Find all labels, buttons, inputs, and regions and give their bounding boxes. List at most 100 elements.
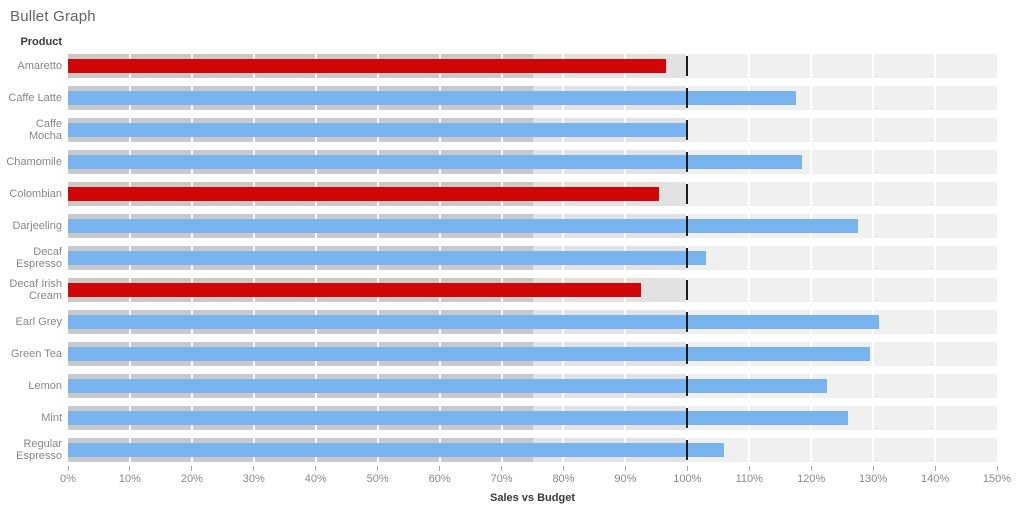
band-segment-high <box>687 118 997 142</box>
row-label-mint[interactable]: Mint <box>0 402 62 434</box>
row-label-regular-espresso[interactable]: Regular Espresso <box>0 434 62 466</box>
value-bar-caffe-latte[interactable] <box>68 91 796 105</box>
band-segment-high <box>687 246 997 270</box>
bullet-row-darjeeling <box>68 210 997 242</box>
axis-tick-mark <box>810 466 812 471</box>
row-labels: Amaretto Caffe Latte Caffe Mocha Chamomile C… <box>0 50 62 466</box>
row-label-chamomile[interactable]: Chamomile <box>0 146 62 178</box>
gridline <box>810 182 813 206</box>
axis-tick-mark <box>624 466 626 471</box>
axis-tick-label: 70% <box>490 473 513 485</box>
row-label-text: Regular Espresso <box>16 438 62 462</box>
axis-tick-label: 50% <box>366 473 389 485</box>
row-label-text: Amaretto <box>17 60 62 72</box>
band <box>68 374 997 398</box>
axis-tick-mark <box>686 466 688 471</box>
value-bar-lemon[interactable] <box>68 379 827 393</box>
band <box>68 150 997 174</box>
gridline <box>748 54 751 78</box>
reference-line <box>686 56 689 76</box>
axis-tick-mark <box>748 466 750 471</box>
row-label-green-tea[interactable]: Green Tea <box>0 338 62 370</box>
row-label-text: Decaf Irish Cream <box>9 278 62 302</box>
gridline <box>934 406 937 430</box>
axis-tick-mark <box>253 466 255 471</box>
row-label-text: Caffe Mocha <box>28 118 62 142</box>
reference-line <box>686 152 689 172</box>
value-bar-earl-grey[interactable] <box>68 315 880 329</box>
gridline <box>934 150 937 174</box>
gridline <box>872 278 875 302</box>
gridline <box>810 278 813 302</box>
axis-tick-mark <box>562 466 564 471</box>
axis-tick-label: 110% <box>735 473 763 485</box>
row-label-text: Darjeeling <box>12 220 62 232</box>
gridline <box>810 54 813 78</box>
gridline <box>934 118 937 142</box>
row-label-text: Mint <box>41 412 62 424</box>
reference-line <box>686 88 689 108</box>
row-label-text: Caffe Latte <box>8 92 62 104</box>
gridline <box>934 214 937 238</box>
gridline <box>934 438 937 462</box>
row-label-caffe-latte[interactable]: Caffe Latte <box>0 82 62 114</box>
row-label-colombian[interactable]: Colombian <box>0 178 62 210</box>
value-bar-green-tea[interactable] <box>68 347 871 361</box>
axis-tick-label: 60% <box>428 473 451 485</box>
row-label-text: Green Tea <box>10 348 62 360</box>
reference-line <box>686 408 689 428</box>
gridline <box>872 182 875 206</box>
band <box>68 310 997 334</box>
band <box>68 278 997 302</box>
gridline <box>934 54 937 78</box>
gridline <box>810 438 813 462</box>
reference-line <box>686 440 689 460</box>
bullet-row-decaf-irish-cream <box>68 274 997 306</box>
gridline <box>748 438 751 462</box>
row-label-caffe-mocha[interactable]: Caffe Mocha <box>0 114 62 146</box>
axis-tick-mark <box>377 466 379 471</box>
gridline <box>872 342 875 366</box>
axis-tick-label: 20% <box>180 473 203 485</box>
row-label-earl-grey[interactable]: Earl Grey <box>0 306 62 338</box>
value-bar-amaretto[interactable] <box>68 59 666 73</box>
x-axis: 0% 10% 20% 30% 40% 50% 60% 70% 80% 90% 100% 110% 120… <box>60 466 1011 494</box>
row-label-text: Chamomile <box>6 156 62 168</box>
gridline <box>934 86 937 110</box>
gridline <box>872 54 875 78</box>
band <box>68 118 997 142</box>
gridline <box>872 406 875 430</box>
bullet-row-chamomile <box>68 146 997 178</box>
value-bar-darjeeling[interactable] <box>68 219 858 233</box>
band <box>68 86 997 110</box>
gridline <box>810 246 813 270</box>
bullet-row-caffe-mocha <box>68 114 997 146</box>
gridline <box>934 246 937 270</box>
value-bar-regular-espresso[interactable] <box>68 443 725 457</box>
band <box>68 406 997 430</box>
value-bar-mint[interactable] <box>68 411 849 425</box>
row-label-lemon[interactable]: Lemon <box>0 370 62 402</box>
row-label-darjeeling[interactable]: Darjeeling <box>0 210 62 242</box>
bullet-row-decaf-espresso <box>68 242 997 274</box>
gridline <box>810 118 813 142</box>
band <box>68 54 997 78</box>
band-segment-high <box>687 54 997 78</box>
gridline <box>748 118 751 142</box>
band <box>68 342 997 366</box>
row-label-decaf-espresso[interactable]: Decaf Espresso <box>0 242 62 274</box>
gridline <box>934 278 937 302</box>
row-label-amaretto[interactable]: Amaretto <box>0 50 62 82</box>
value-bar-decaf-irish-cream[interactable] <box>68 283 641 297</box>
axis-tick-mark <box>996 466 998 471</box>
value-bar-colombian[interactable] <box>68 187 660 201</box>
gridline <box>872 374 875 398</box>
value-bar-chamomile[interactable] <box>68 155 802 169</box>
row-label-text: Decaf Espresso <box>16 246 62 270</box>
value-bar-decaf-espresso[interactable] <box>68 251 706 265</box>
axis-tick-mark <box>191 466 193 471</box>
axis-tick-label: 140% <box>920 473 950 485</box>
value-bar-caffe-mocha[interactable] <box>68 123 688 137</box>
row-label-decaf-irish-cream[interactable]: Decaf Irish Cream <box>0 274 62 306</box>
